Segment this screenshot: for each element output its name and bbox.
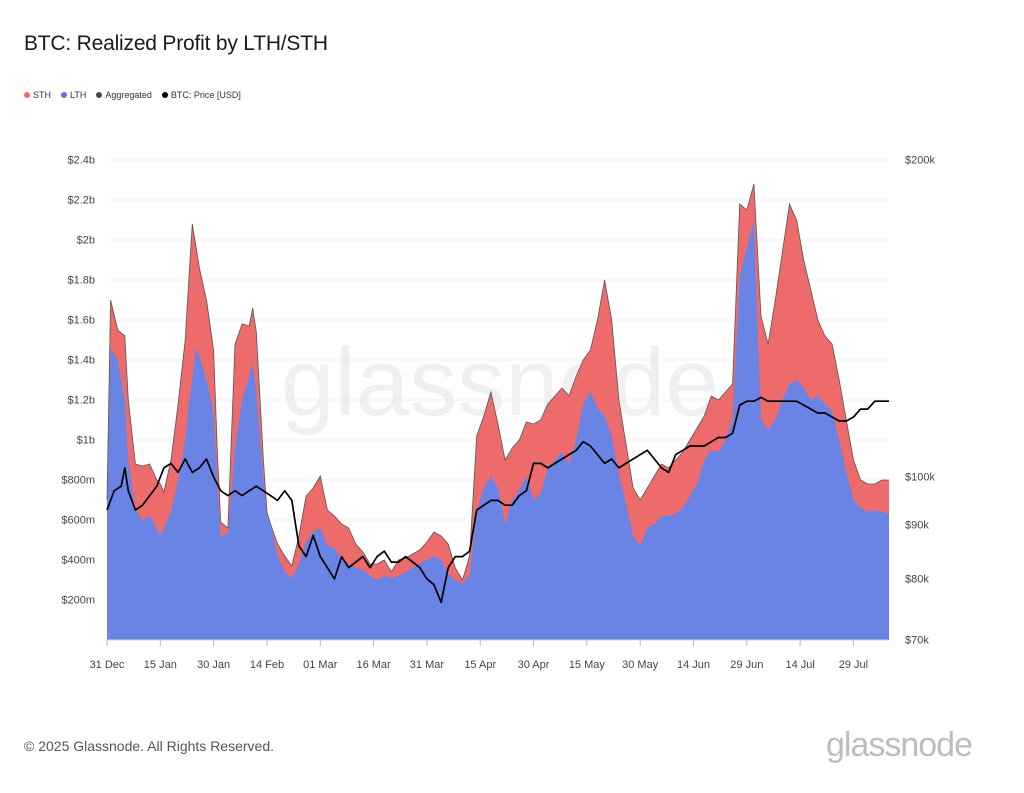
right-tick-label: $200k: [905, 155, 935, 167]
left-tick-label: $1.4b: [67, 355, 95, 367]
legend-lth-label: LTH: [70, 90, 87, 100]
x-tick-label: 30 Jan: [197, 659, 230, 671]
glassnode-brand-logo: glassnode: [825, 726, 973, 764]
area-series: [106, 183, 889, 640]
chart-watermark: glassnode: [281, 329, 719, 436]
left-tick-label: $1.6b: [67, 315, 95, 327]
left-tick-label: $400m: [61, 555, 95, 567]
right-tick-label: $100k: [905, 471, 935, 483]
aggregated-line: [106, 183, 889, 581]
left-tick-label: $600m: [61, 515, 95, 527]
legend-lth-dot: [61, 92, 67, 98]
legend-item-price[interactable]: BTC: Price [USD]: [161, 90, 241, 100]
left-axis: $200m $400m $600m $800m $1b $1.2b $1.4b $1.6b $1…: [61, 155, 95, 607]
x-tick-label: 14 Jun: [677, 659, 710, 671]
x-tick-label: 14 Feb: [250, 659, 284, 671]
right-tick-label: $80k: [905, 573, 929, 585]
x-tick-label: 15 Jan: [144, 659, 177, 671]
legend-price-dot: [161, 92, 168, 98]
legend-aggregated-dot: [96, 92, 103, 98]
legend-sth-dot: [24, 92, 30, 98]
x-tick-label: 30 May: [622, 659, 659, 671]
left-tick-label: $2.4b: [67, 155, 95, 167]
x-tick-label: 15 Apr: [464, 659, 496, 671]
legend-item-aggregated[interactable]: Aggregated: [96, 90, 152, 100]
legend-price-label: BTC: Price [USD]: [170, 90, 241, 100]
x-tick-label: 01 Mar: [303, 659, 338, 671]
btc-price-line: [106, 396, 889, 604]
lth-area: [107, 220, 889, 640]
right-tick-label: $90k: [905, 520, 929, 532]
legend-aggregated-label: Aggregated: [105, 90, 152, 100]
x-tick-label: 15 May: [569, 659, 606, 671]
x-tick-label: 16 Mar: [356, 659, 391, 671]
x-tick-label: 31 Dec: [90, 659, 125, 671]
x-tick-label: 30 Apr: [518, 659, 550, 671]
left-tick-label: $1b: [77, 435, 95, 447]
left-tick-label: $2.2b: [67, 195, 95, 207]
left-tick-label: $2b: [77, 235, 95, 247]
realized-profit-chart: glassnode $200m $400m $600m $800m $1b $1.2b $1…: [61, 155, 935, 672]
x-axis: 31 Dec 15 Jan 30 Jan 14 Feb 01 Mar 16 Mar 31 M…: [90, 639, 889, 671]
legend-sth-label: STH: [33, 90, 51, 100]
x-tick-label: 29 Jul: [839, 659, 868, 671]
right-axis: $70k $80k $90k $100k $200k: [905, 155, 935, 647]
left-tick-label: $1.8b: [67, 275, 95, 287]
left-tick-label: $1.2b: [67, 395, 95, 407]
left-tick-label: $200m: [61, 595, 95, 607]
price-series: [106, 396, 889, 604]
copyright-footer: © 2025 Glassnode. All Rights Reserved.: [24, 738, 275, 754]
x-tick-label: 31 Mar: [410, 659, 445, 671]
legend: STH LTH Aggregated BTC: Price [USD]: [24, 90, 241, 100]
chart-title: BTC: Realized Profit by LTH/STH: [24, 32, 328, 55]
right-tick-label: $70k: [905, 635, 929, 647]
x-tick-label: 14 Jul: [785, 659, 814, 671]
x-tick-label: 29 Jun: [730, 659, 763, 671]
left-tick-label: $800m: [61, 475, 95, 487]
legend-item-sth[interactable]: STH: [24, 90, 51, 100]
legend-item-lth[interactable]: LTH: [61, 90, 86, 100]
